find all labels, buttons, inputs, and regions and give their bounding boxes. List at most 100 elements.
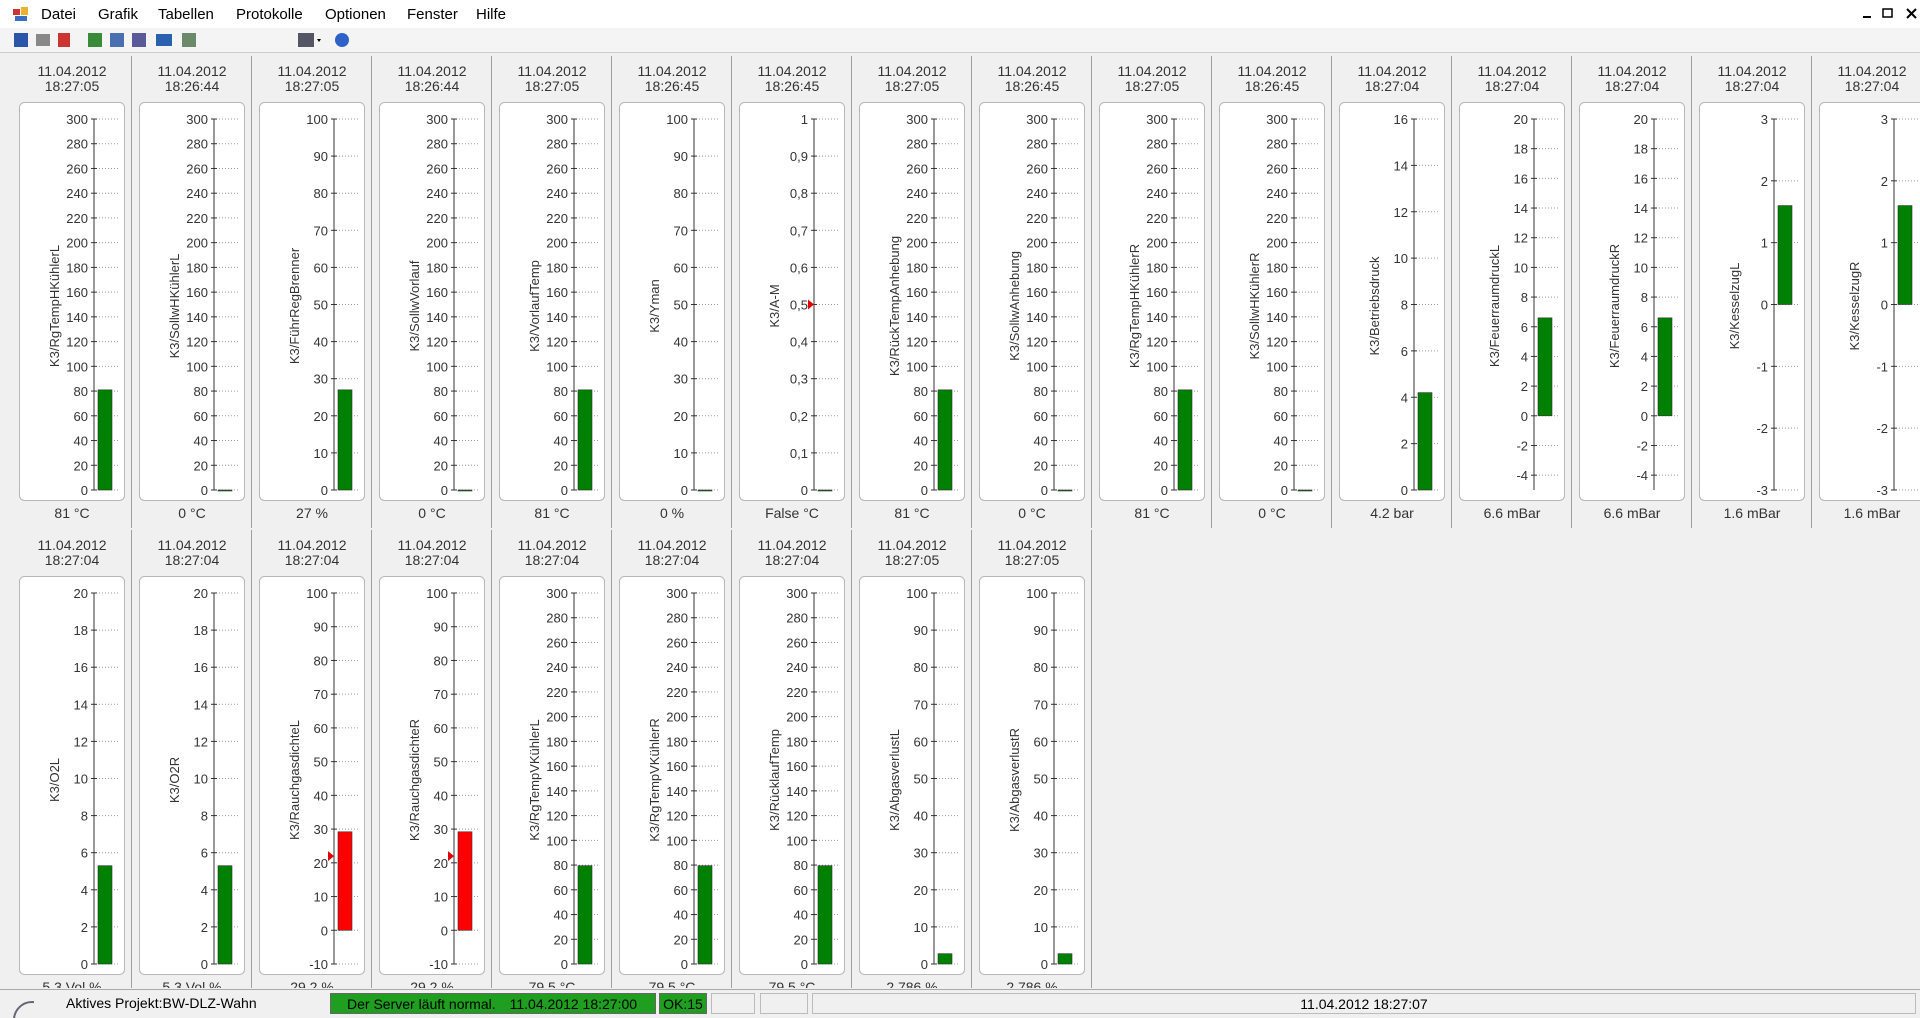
menu-item[interactable]: Grafik (98, 6, 138, 23)
menu-item[interactable]: Fenster (407, 6, 458, 23)
y-tick-label: 70 (314, 223, 328, 238)
value-bar (1178, 390, 1192, 490)
y-tick-label: 100 (1266, 359, 1288, 374)
gauge-time: 18:27:05 (525, 78, 580, 94)
gauge-label: K3/RgTempHKühlerL (47, 245, 62, 367)
y-tick-label: 20 (674, 932, 688, 947)
y-tick-label: 60 (434, 721, 448, 736)
clock: 11.04.2012 18:27:07 (812, 993, 1916, 1014)
gauge-date: 11.04.2012 (1357, 63, 1426, 79)
y-tick-label: 120 (66, 335, 88, 350)
window-controls[interactable] (1855, 4, 1920, 24)
y-tick-label: 40 (434, 434, 448, 449)
value-bar (1418, 393, 1432, 490)
y-tick-label: 14 (74, 697, 88, 712)
y-tick-label: 4 (1641, 349, 1648, 364)
gauge: 11.04.201218:26:4500,10,20,30,40,50,60,7… (732, 56, 852, 528)
value-bar (1538, 318, 1552, 416)
y-tick-label: 10 (314, 446, 328, 461)
y-tick-label: 0 (321, 923, 328, 938)
gauge-reading: 0 °C (1018, 505, 1045, 521)
value-bar (1058, 954, 1072, 964)
gauge-date: 11.04.2012 (637, 537, 706, 553)
y-tick-label: 140 (546, 784, 568, 799)
gauge-time: 18:27:05 (1005, 552, 1060, 568)
y-tick-label: 0 (1881, 298, 1888, 313)
gauge-label: K3/VorlaufTemp (527, 260, 542, 352)
menu-item[interactable]: Optionen (325, 6, 386, 23)
y-tick-label: 80 (554, 384, 568, 399)
gauge-date: 11.04.2012 (1717, 63, 1786, 79)
y-tick-label: 260 (666, 635, 688, 650)
y-tick-label: 6 (1521, 320, 1528, 335)
y-tick-label: 20 (434, 856, 448, 871)
gauge-date: 11.04.2012 (757, 63, 826, 79)
gauge-label: K3/FührRegBrenner (287, 247, 302, 364)
menu-item[interactable]: Protokolle (236, 6, 303, 23)
y-tick-label: -10 (429, 957, 448, 972)
y-tick-label: 90 (314, 149, 328, 164)
y-tick-label: 90 (1034, 623, 1048, 638)
toolbar-icons[interactable] (0, 28, 360, 52)
y-tick-label: 180 (546, 260, 568, 275)
value-bar (1658, 318, 1672, 416)
y-tick-label: 60 (194, 409, 208, 424)
y-tick-label: 300 (426, 112, 448, 127)
gauge-time: 18:26:44 (165, 78, 220, 94)
y-tick-label: 40 (674, 335, 688, 350)
gauge-label: K3/RgTempHKühlerR (1127, 244, 1142, 368)
y-tick-label: 180 (666, 734, 688, 749)
gauge-label: K3/RücklaufTemp (767, 729, 782, 831)
y-tick-label: 0 (801, 957, 808, 972)
gauge: 11.04.201218:27:040204060801001201401601… (732, 530, 852, 988)
y-tick-label: 70 (1034, 697, 1048, 712)
y-tick-label: 50 (674, 298, 688, 313)
y-tick-label: 280 (546, 137, 568, 152)
y-tick-label: -2 (1756, 421, 1768, 436)
menu-item[interactable]: Hilfe (476, 6, 506, 23)
y-tick-label: 18 (194, 623, 208, 638)
y-tick-label: 30 (314, 822, 328, 837)
y-tick-label: 40 (314, 788, 328, 803)
y-tick-label: 60 (434, 409, 448, 424)
gauge-reading: 0 % (660, 505, 684, 521)
y-tick-label: 0,8 (790, 186, 808, 201)
y-tick-label: 160 (906, 285, 928, 300)
y-tick-label: 180 (1026, 260, 1048, 275)
y-tick-label: 100 (426, 586, 448, 601)
gauge-time: 18:27:04 (1845, 78, 1900, 94)
y-tick-label: 18 (74, 623, 88, 638)
y-tick-label: 100 (546, 833, 568, 848)
gauge-reading: 27 % (296, 505, 328, 521)
gauge: 11.04.201218:27:050102030405060708090100… (852, 530, 972, 988)
y-tick-label: 60 (314, 721, 328, 736)
y-tick-label: 240 (666, 660, 688, 675)
y-tick-label: 6 (1401, 344, 1408, 359)
menu-item[interactable]: Tabellen (158, 6, 214, 23)
gauge-date: 11.04.2012 (877, 537, 946, 553)
y-tick-label: 80 (434, 384, 448, 399)
y-tick-label: 0 (201, 957, 208, 972)
y-tick-label: 260 (1026, 161, 1048, 176)
y-tick-label: 240 (426, 186, 448, 201)
y-tick-label: 1 (1881, 236, 1888, 251)
y-tick-label: 100 (1026, 586, 1048, 601)
y-tick-label: 240 (1026, 186, 1048, 201)
gauge-date: 11.04.2012 (37, 537, 106, 553)
y-tick-label: 160 (546, 285, 568, 300)
y-tick-label: 120 (546, 335, 568, 350)
y-tick-label: 70 (434, 687, 448, 702)
menu-item[interactable]: Datei (41, 6, 76, 23)
gauge-reading: 79,5 °C (529, 979, 576, 988)
status-bar: Aktives Projekt:BW-DLZ-Wahn Der Server l… (0, 989, 1920, 1018)
y-tick-label: 50 (314, 298, 328, 313)
y-tick-label: 80 (794, 858, 808, 873)
y-tick-label: 40 (314, 335, 328, 350)
value-bar (578, 390, 592, 490)
